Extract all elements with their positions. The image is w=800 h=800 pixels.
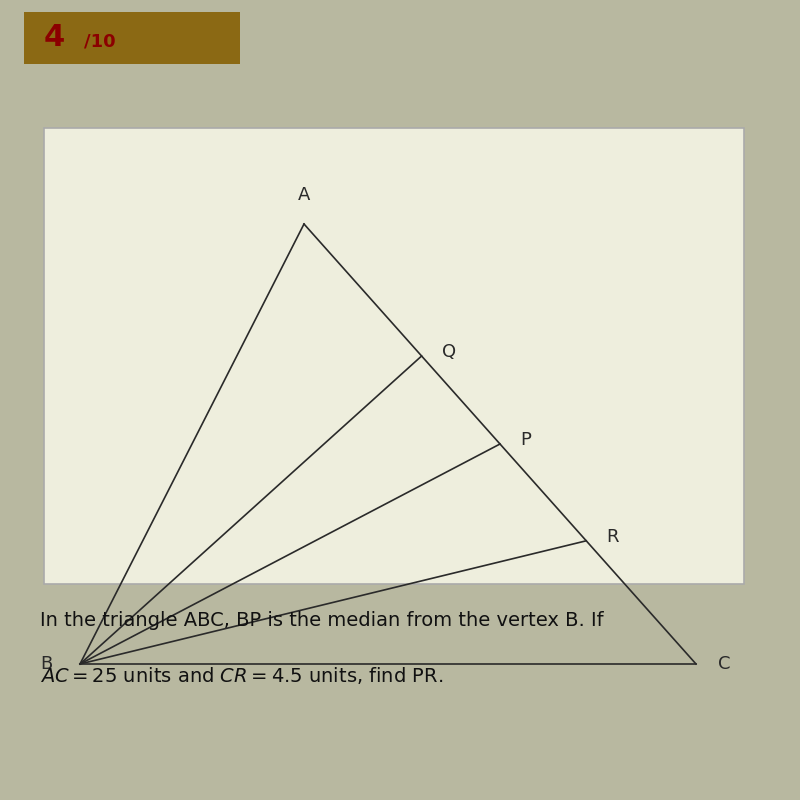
Text: /10: /10: [84, 32, 116, 50]
Text: P: P: [520, 431, 531, 449]
Text: In the triangle ABC, BP is the median from the vertex B. If: In the triangle ABC, BP is the median fr…: [40, 610, 604, 630]
Text: R: R: [606, 528, 618, 546]
Text: B: B: [40, 655, 52, 673]
Text: 4: 4: [44, 23, 66, 53]
Text: $AC$$ = 25$ units and $CR$$ = 4.5$ units, find PR.: $AC$$ = 25$ units and $CR$$ = 4.5$ units…: [40, 666, 443, 686]
Text: A: A: [298, 186, 310, 204]
Text: C: C: [718, 655, 731, 673]
Bar: [24, 12, 240, 64]
Bar: [44, 128, 744, 584]
Text: Q: Q: [442, 343, 456, 361]
